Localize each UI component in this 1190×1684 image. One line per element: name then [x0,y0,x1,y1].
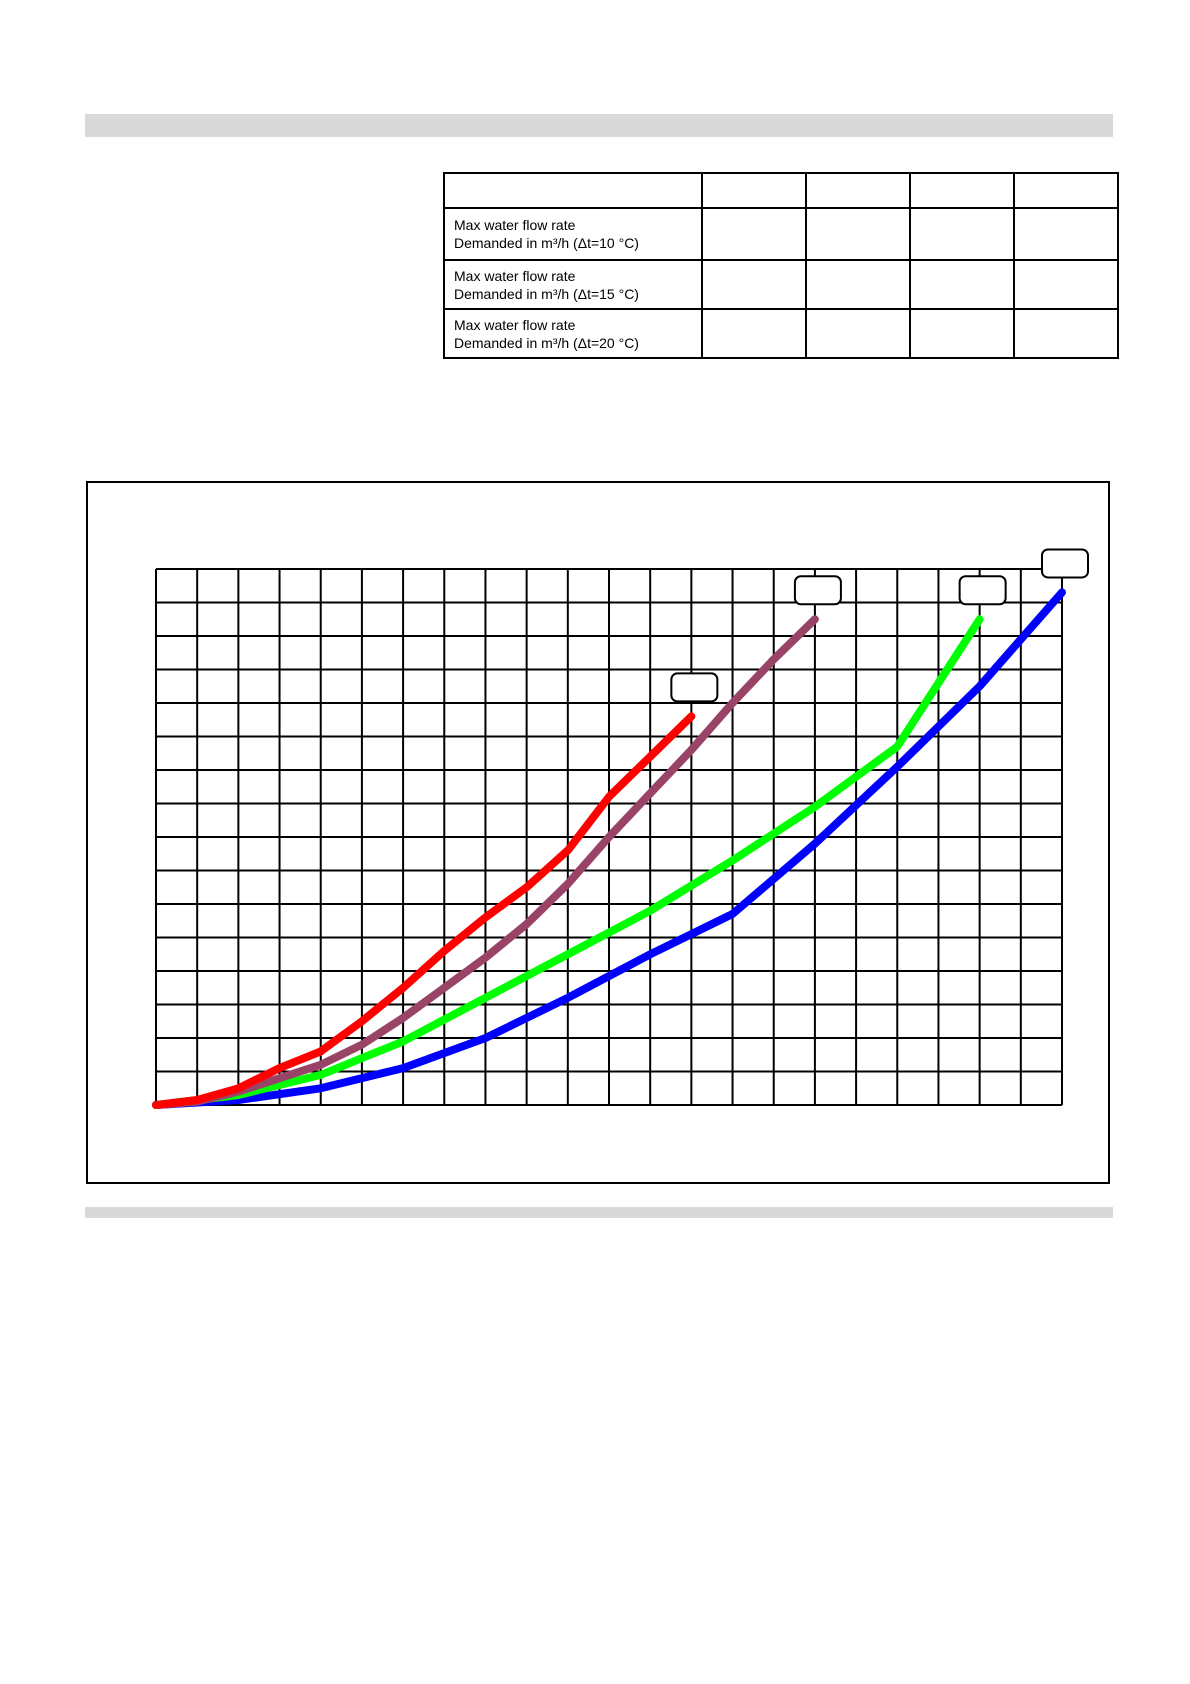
table-header-cell [701,172,807,209]
row-label: Max water flow rate Demanded in m³/h (Δt… [443,207,703,261]
table-header-row [443,172,1119,209]
row-label-line2: Demanded in m³/h (Δt=15 °C) [454,285,639,302]
table-cell [805,207,911,261]
table-row: Max water flow rate Demanded in m³/h (Δt… [443,259,1119,310]
series-label-box [958,575,1007,606]
table-header-cell [443,172,703,209]
table-row: Max water flow rate Demanded in m³/h (Δt… [443,308,1119,359]
table-cell [1013,308,1119,359]
table-row: Max water flow rate Demanded in m³/h (Δt… [443,207,1119,261]
row-label-line2: Demanded in m³/h (Δt=10 °C) [454,235,639,251]
table-cell [701,259,807,310]
row-label-line1: Max water flow rate [454,267,576,284]
table-header-cell [1013,172,1119,209]
chart-frame [86,481,1110,1184]
table-header-cell [909,172,1015,209]
row-label-line2: Demanded in m³/h (Δt=20 °C) [454,334,639,351]
row-label: Max water flow rate Demanded in m³/h (Δt… [443,259,703,310]
row-label: Max water flow rate Demanded in m³/h (Δt… [443,308,703,359]
table-cell [1013,259,1119,310]
flow-curve-chart [152,548,1089,1109]
series-line [152,588,1066,1109]
section-footer-band [85,1207,1113,1218]
series-label-box [670,672,719,703]
table-cell [909,259,1015,310]
series-line [152,615,984,1109]
series-line [152,615,819,1109]
table-cell [805,259,911,310]
flow-rate-table: Max water flow rate Demanded in m³/h (Δt… [443,172,1119,359]
table-cell [701,308,807,359]
table-cell [1013,207,1119,261]
table-cell [909,308,1015,359]
row-label-line1: Max water flow rate [454,316,576,333]
row-label-line1: Max water flow rate [454,217,576,233]
table-cell [909,207,1015,261]
series-line [152,712,696,1109]
table-header-cell [805,172,911,209]
series-label-box [1041,548,1089,579]
series-label-box [793,575,842,606]
table-cell [701,207,807,261]
table-cell [805,308,911,359]
section-header-band [85,114,1113,137]
